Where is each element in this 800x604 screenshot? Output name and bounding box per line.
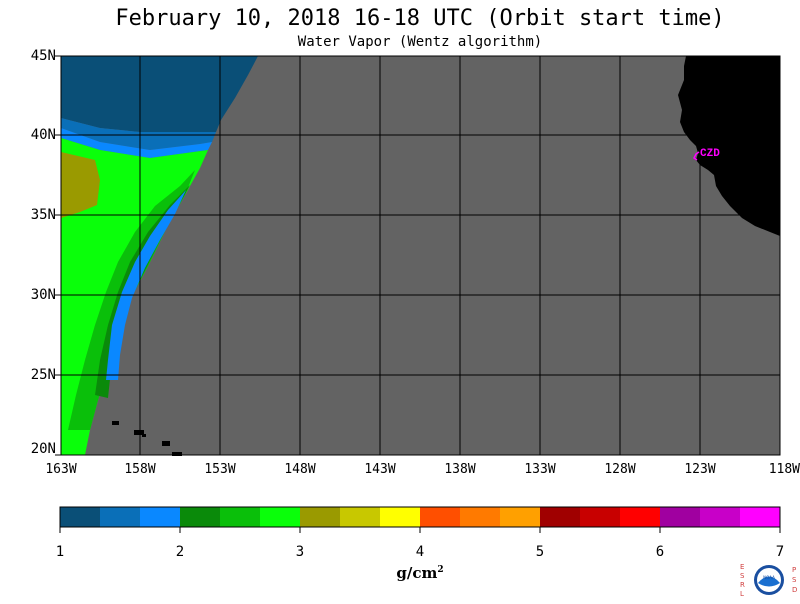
colorbar-segment bbox=[220, 507, 261, 527]
lat-label-45n: 45N bbox=[6, 48, 56, 64]
colorbar-segment bbox=[580, 507, 621, 527]
logo-right-letter-0: P bbox=[792, 566, 796, 574]
colorbar-segment bbox=[60, 507, 101, 527]
colorbar-segment bbox=[340, 507, 381, 527]
lon-label-133w: 133W bbox=[510, 462, 570, 477]
lon-label-128w: 128W bbox=[590, 462, 650, 477]
colorbar bbox=[60, 507, 781, 533]
lat-label-35n: 35N bbox=[6, 207, 56, 223]
colorbar-segment bbox=[540, 507, 581, 527]
colorbar-segment bbox=[180, 507, 221, 527]
logo-center-text: NOAA bbox=[763, 575, 775, 580]
noaa-logo-icon: E S R L NOAA P S D bbox=[736, 560, 800, 600]
lon-label-143w: 143W bbox=[350, 462, 410, 477]
colorbar-tick-6: 6 bbox=[650, 544, 670, 560]
colorbar-tick-3: 3 bbox=[290, 544, 310, 560]
colorbar-segment bbox=[500, 507, 541, 527]
lon-label-123w: 123W bbox=[670, 462, 730, 477]
logo-right-letter-1: S bbox=[792, 576, 797, 584]
lat-label-40n: 40N bbox=[6, 127, 56, 143]
colorbar-segment bbox=[700, 507, 741, 527]
lon-label-118w: 118W bbox=[740, 462, 800, 477]
logo-right-letter-2: D bbox=[792, 586, 797, 594]
lon-label-153w: 153W bbox=[190, 462, 250, 477]
colorbar-segment bbox=[380, 507, 421, 527]
lat-label-20n: 20N bbox=[6, 441, 56, 457]
logo-left-letter-0: E bbox=[740, 563, 744, 571]
lon-label-158w: 158W bbox=[110, 462, 170, 477]
noaa-esrl-psd-logo: E S R L NOAA P S D bbox=[736, 560, 800, 600]
lon-label-148w: 148W bbox=[270, 462, 330, 477]
colorbar-tick-2: 2 bbox=[170, 544, 190, 560]
colorbar-segment bbox=[300, 507, 341, 527]
colorbar-segment bbox=[460, 507, 501, 527]
colorbar-tick-1: 1 bbox=[50, 544, 70, 560]
lon-label-163w: 163W bbox=[31, 462, 91, 477]
lat-label-30n: 30N bbox=[6, 287, 56, 303]
station-label: CZD bbox=[700, 148, 720, 160]
colorbar-segment bbox=[620, 507, 661, 527]
logo-left-letter-1: S bbox=[740, 572, 745, 580]
lon-label-138w: 138W bbox=[430, 462, 490, 477]
colorbar-tick-5: 5 bbox=[530, 544, 550, 560]
colorbar-segment bbox=[660, 507, 701, 527]
colorbar-segment bbox=[100, 507, 141, 527]
logo-left-letter-2: R bbox=[740, 581, 745, 589]
logo-left-letter-3: L bbox=[740, 590, 744, 598]
lat-label-25n: 25N bbox=[6, 367, 56, 383]
colorbar-tick-7: 7 bbox=[770, 544, 790, 560]
colorbar-segment bbox=[740, 507, 781, 527]
colorbar-segment bbox=[420, 507, 461, 527]
water-vapor-map: CZD bbox=[0, 0, 800, 600]
colorbar-tick-4: 4 bbox=[410, 544, 430, 560]
colorbar-segment bbox=[140, 507, 181, 527]
colorbar-segment bbox=[260, 507, 301, 527]
colorbar-units: g/cm2 bbox=[390, 564, 450, 582]
